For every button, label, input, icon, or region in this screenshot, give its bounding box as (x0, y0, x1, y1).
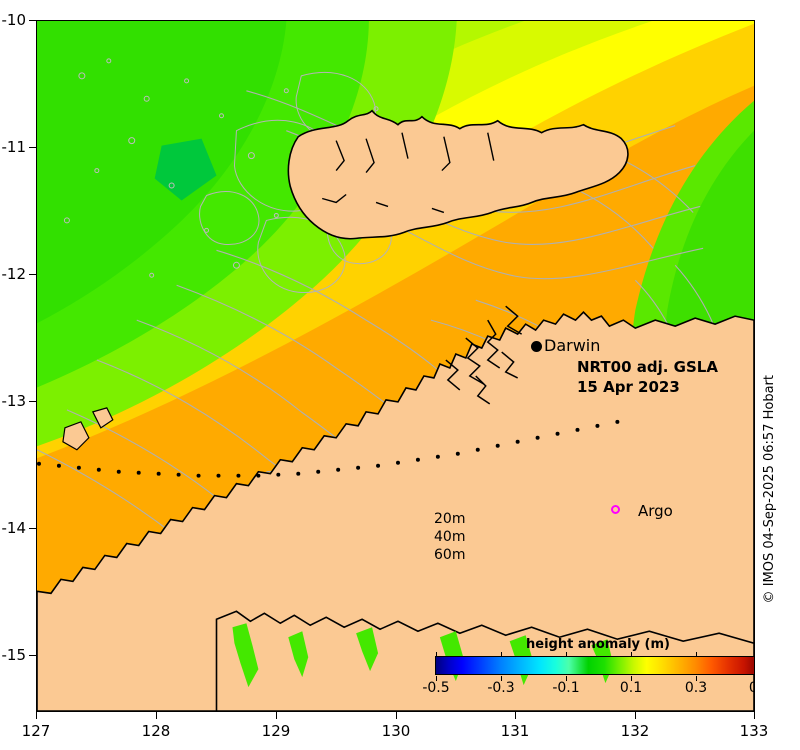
colorbar-title: height anomaly (m) (526, 637, 670, 652)
xlabel-132: 132 (620, 722, 650, 740)
ylabel-m11: -11 (1, 138, 27, 156)
xtick-133 (754, 712, 756, 719)
map-title-block: NRT00 adj. GSLA 15 Apr 2023 (577, 357, 718, 398)
ytick-m14 (29, 528, 36, 530)
anomaly-minimum-patch (154, 138, 217, 201)
ytick-m10 (29, 20, 36, 22)
xlabel-130: 130 (381, 722, 411, 740)
xlabel-133: 133 (739, 722, 769, 740)
colorbar-gradient[interactable]: -0.5 -0.3 -0.1 0.1 0.3 0.5 (422, 652, 754, 696)
ytick-m15 (29, 655, 36, 657)
argo-marker[interactable] (611, 505, 620, 514)
depth-label-40m: 40m (434, 528, 466, 545)
xtick-127 (36, 712, 38, 719)
sampling-track-dots (37, 419, 620, 478)
small-islands-group (62, 407, 114, 451)
map-canvas (37, 21, 754, 711)
ytick-m13 (29, 401, 36, 403)
depth-label-20m: 20m (434, 511, 466, 527)
colorbar-tick-5: 0.5 (730, 680, 754, 696)
ylabel-m13: -13 (1, 392, 27, 410)
tiwi-inlets (322, 132, 495, 214)
xlabel-131: 131 (500, 722, 530, 740)
xtick-129 (276, 712, 278, 719)
colorbar-tick-0: -0.5 (422, 680, 450, 696)
argo-legend-label: Argo (638, 502, 673, 520)
ylabel-m15: -15 (1, 646, 27, 664)
ylabel-m14: -14 (1, 519, 27, 537)
colorbar: height anomaly (m) -0.5 -0.3 -0.1 0.1 0.… (422, 637, 754, 696)
colorbar-tick-4: 0.3 (684, 680, 708, 696)
xtick-131 (515, 712, 517, 719)
depth-contour-legend: 20m 40m 60m (434, 511, 465, 565)
ytick-m12 (29, 274, 36, 276)
xlabel-128: 128 (141, 722, 171, 740)
darwin-harbour-coastline (445, 305, 523, 405)
map-plot-area: NRT00 adj. GSLA 15 Apr 2023 20m 40m 60m … (36, 20, 755, 712)
landmass-tiwi-islands (287, 109, 629, 240)
map-title-line1: NRT00 adj. GSLA (577, 358, 718, 376)
xlabel-127: 127 (21, 722, 51, 740)
colorbar-tick-2: -0.1 (552, 680, 580, 696)
map-title-line2: 15 Apr 2023 (577, 378, 680, 397)
xtick-130 (396, 712, 398, 719)
ylabel-m10: -10 (1, 11, 27, 29)
xlabel-129: 129 (261, 722, 291, 740)
ylabel-m12: -12 (1, 265, 27, 283)
colorbar-tick-3: 0.1 (619, 680, 643, 696)
darwin-marker[interactable] (531, 341, 542, 352)
depth-label-60m: 60m (434, 546, 466, 563)
colorbar-tick-1: -0.3 (487, 680, 515, 696)
xtick-132 (635, 712, 637, 719)
landmass-mainland (37, 311, 754, 711)
xtick-128 (156, 712, 158, 719)
copyright-text: © IMOS 04-Sep-2025 06:57 Hobart (762, 375, 777, 604)
ytick-m11 (29, 147, 36, 149)
darwin-label: Darwin (544, 336, 601, 355)
